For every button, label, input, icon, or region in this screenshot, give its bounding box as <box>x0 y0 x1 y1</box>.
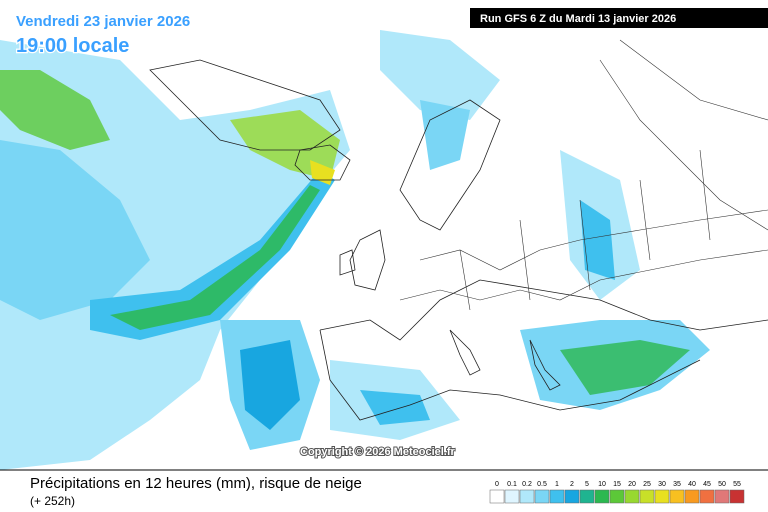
legend-label: 15 <box>613 481 621 488</box>
legend-swatch <box>534 489 550 504</box>
legend-label: 20 <box>628 481 636 488</box>
legend-label: 0.1 <box>507 481 517 488</box>
legend-swatch <box>519 489 535 504</box>
forecast-date: Vendredi 23 janvier 2026 <box>16 13 190 30</box>
legend-label: 25 <box>643 481 651 488</box>
legend: 0 0.1 0.2 0.5 1 2 5 10 15 20 25 30 35 40 45 50 55 <box>489 481 745 504</box>
borders <box>399 39 768 311</box>
legend-swatch <box>624 489 640 504</box>
legend-label: 40 <box>688 481 696 488</box>
footer-subtitle: (+ 252h) <box>30 494 75 508</box>
legend-label: 45 <box>703 481 711 488</box>
legend-label: 35 <box>673 481 681 488</box>
copyright: Copyright © 2026 Meteociel.fr <box>300 446 456 458</box>
legend-swatch <box>729 489 745 504</box>
precipitation-field <box>0 30 710 470</box>
footer-title: Précipitations en 12 heures (mm), risque… <box>30 475 362 492</box>
legend-label: 0.2 <box>522 481 532 488</box>
legend-swatch <box>699 489 715 504</box>
legend-swatch <box>489 489 505 504</box>
legend-label: 30 <box>658 481 666 488</box>
legend-swatch <box>504 489 520 504</box>
legend-swatch <box>639 489 655 504</box>
legend-swatch <box>654 489 670 504</box>
legend-label: 10 <box>598 481 606 488</box>
legend-label: 2 <box>570 481 574 488</box>
legend-label: 50 <box>718 481 726 488</box>
run-label: Run GFS 6 Z du Mardi 13 janvier 2026 <box>480 13 676 25</box>
legend-swatch <box>579 489 595 504</box>
legend-swatch <box>609 489 625 504</box>
legend-swatch <box>564 489 580 504</box>
legend-label: 55 <box>733 481 741 488</box>
legend-label: 5 <box>585 481 589 488</box>
legend-label: 1 <box>555 481 559 488</box>
legend-label: 0 <box>495 481 499 488</box>
coastlines <box>149 59 768 421</box>
run-box <box>470 8 768 28</box>
legend-swatch <box>594 489 610 504</box>
legend-swatch <box>669 489 685 504</box>
legend-label: 0.5 <box>537 481 547 488</box>
legend-swatch <box>684 489 700 504</box>
legend-swatch <box>714 489 730 504</box>
legend-swatch <box>549 489 565 504</box>
forecast-time: 19:00 locale <box>16 35 129 57</box>
